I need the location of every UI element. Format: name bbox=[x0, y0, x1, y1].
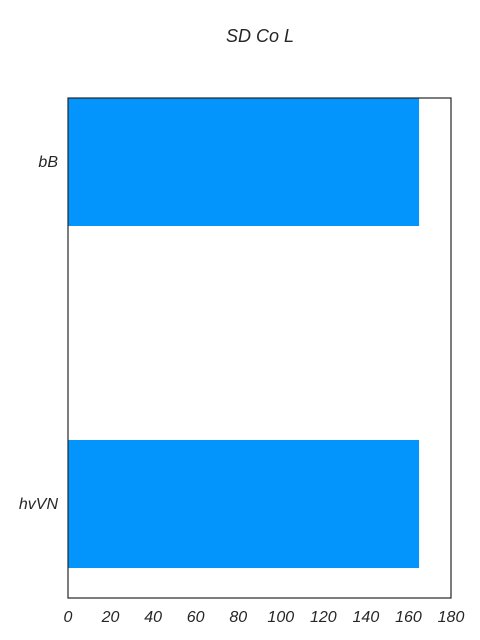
x-tick-label: 180 bbox=[438, 609, 465, 626]
x-tick-label: 160 bbox=[395, 609, 422, 626]
x-tick-label: 100 bbox=[267, 609, 294, 626]
x-tick-label: 80 bbox=[229, 609, 247, 626]
x-tick-label: 0 bbox=[64, 609, 73, 626]
x-tick-label: 40 bbox=[144, 609, 162, 626]
chart-title: SD Co L bbox=[226, 26, 294, 46]
x-tick-label: 60 bbox=[187, 609, 205, 626]
y-tick-labels: bB hvVN bbox=[19, 154, 59, 513]
bar-bB bbox=[68, 98, 420, 226]
bars-group bbox=[68, 98, 420, 568]
x-tick-labels: 0 20 40 60 80 100 120 140 160 180 bbox=[64, 609, 465, 626]
x-tick-label: 140 bbox=[353, 609, 380, 626]
bar-hvVN bbox=[68, 440, 420, 568]
y-tick-label: hvVN bbox=[19, 496, 59, 513]
x-tick-label: 20 bbox=[101, 609, 120, 626]
y-tick-label: bB bbox=[38, 154, 58, 171]
x-tick-label: 120 bbox=[310, 609, 337, 626]
plot-frame bbox=[67, 97, 452, 599]
